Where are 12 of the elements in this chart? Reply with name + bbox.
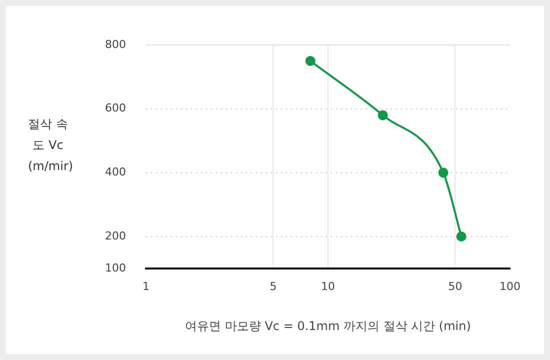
y-tick-label: 100 <box>104 261 126 274</box>
x-tick-label: 1 <box>142 280 150 293</box>
x-tick-label: 10 <box>321 280 335 293</box>
x-tick-label: 5 <box>270 280 277 293</box>
y-tick-label: 800 <box>104 38 126 51</box>
y-tick-label: 600 <box>104 102 126 115</box>
y-axis-title: 절삭 속도 Vc (m/mir) <box>28 116 74 175</box>
x-tick-label: 100 <box>500 280 520 293</box>
x-axis-title: 여유면 마모량 Vc = 0.1mm 까지의 절삭 시간 (min) <box>185 318 471 333</box>
x-tick-label: 50 <box>448 280 462 293</box>
y-tick-label: 400 <box>104 166 126 179</box>
y-tick-label: 200 <box>104 229 126 242</box>
